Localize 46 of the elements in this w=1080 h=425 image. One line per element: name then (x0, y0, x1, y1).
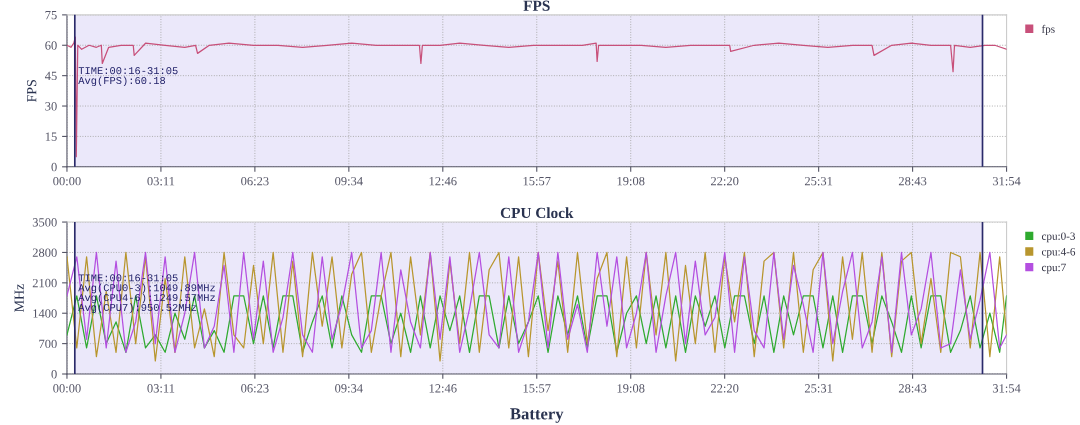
x-tick-label: 31:54 (992, 176, 1021, 186)
x-tick-label: 06:23 (241, 384, 269, 393)
x-tick-label: 09:34 (335, 384, 363, 393)
x-tick-label: 15:57 (523, 176, 551, 186)
x-tick-label: 19:08 (617, 384, 645, 393)
x-tick-label: 12:46 (429, 176, 457, 186)
x-tick-label: 25:31 (804, 384, 833, 393)
x-tick-label: 03:11 (147, 384, 175, 393)
y-axis-title: FPS (27, 80, 37, 103)
line-series (66, 295, 1007, 353)
y-tick-label: 75 (45, 11, 57, 20)
y-tick-label: 2100 (32, 278, 57, 288)
y-tick-label: 15 (45, 132, 57, 141)
x-tick-label: 06:23 (241, 176, 269, 186)
legend-label: cpu:0-3 (1041, 232, 1076, 243)
x-tick-label: 12:46 (429, 384, 457, 393)
x-tick-label: 15:57 (523, 384, 551, 393)
legend-label: cpu:7 (1041, 263, 1066, 274)
chart-title: FPS (523, 0, 550, 11)
y-tick-label: 0 (51, 162, 57, 172)
text: Battery (510, 408, 564, 423)
legend-label: fps (1041, 24, 1055, 36)
x-tick-label: 28:43 (898, 384, 927, 393)
x-tick-label: 09:34 (335, 176, 363, 186)
x-tick-label: 19:08 (617, 176, 645, 186)
y-tick-label: 700 (39, 339, 57, 349)
annotation: Avg(FPS):60.18 (78, 76, 166, 87)
x-tick-label: 25:31 (804, 176, 833, 186)
y-tick-label: 45 (44, 71, 57, 81)
x-tick-label: 00:00 (53, 384, 81, 393)
chart-title: CPU Clock (500, 207, 574, 219)
x-tick-label: 22:20 (710, 384, 739, 393)
x-tick-label: 22:20 (710, 176, 739, 186)
legend-label: cpu:4-6 (1041, 248, 1076, 258)
y-tick-label: 60 (45, 41, 57, 50)
annotation: TIME:00:16-31:05 (78, 67, 178, 75)
y-tick-label: 0 (51, 370, 57, 379)
y-axis-title: MHz (14, 284, 24, 312)
x-tick-label: 00:00 (53, 176, 81, 186)
y-tick-label: 3500 (32, 218, 57, 227)
y-tick-label: 2800 (32, 248, 57, 257)
x-tick-label: 28:43 (898, 176, 927, 186)
x-tick-label: 31:54 (992, 384, 1021, 393)
y-tick-label: 1400 (33, 309, 57, 318)
x-tick-label: 03:11 (147, 176, 175, 186)
y-tick-label: 30 (45, 102, 57, 111)
